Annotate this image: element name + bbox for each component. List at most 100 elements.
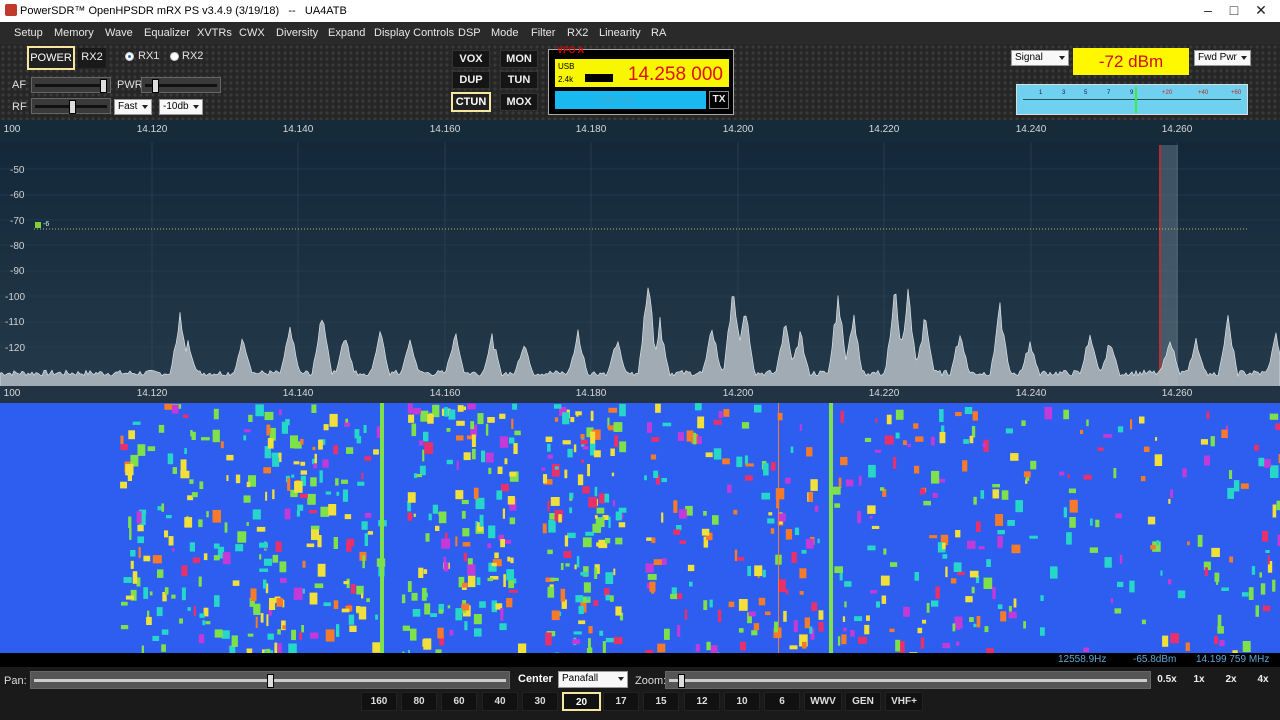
mon-button[interactable]: MON [500,50,538,68]
band-wwv-button[interactable]: WWV [804,692,842,711]
band-60-button[interactable]: 60 [441,692,477,711]
band-40-button[interactable]: 40 [482,692,518,711]
band-10-button[interactable]: 10 [724,692,760,711]
menu-bar: Setup Memory Wave Equalizer XVTRs CWX Di… [0,22,1280,44]
mox-button[interactable]: MOX [500,93,538,111]
freq-label: 100 [3,388,21,399]
power-button[interactable]: POWER [27,46,75,70]
tx-meter-select[interactable]: Fwd Pwr [1194,50,1251,66]
meter-tick: +40 [1198,90,1209,96]
pwr-slider[interactable] [141,77,221,93]
rf-slider[interactable] [31,98,111,114]
cursor-frequency: 14.199 759 MHz [1196,654,1270,665]
menu-wave[interactable]: Wave [105,27,133,39]
meter-tick: +20 [1162,90,1173,96]
agc-select[interactable]: Fast [114,99,152,115]
db-label: -70 [10,216,25,227]
band-20-button[interactable]: 20 [562,692,601,711]
menu-xvtrs[interactable]: XVTRs [197,27,232,39]
ctun-button[interactable]: CTUN [451,92,491,112]
panadapter-spectrum[interactable]: -6 -50 -60 -70 -80 -90 -100 -110 -120 [0,142,1280,388]
freq-label: 14.160 [429,388,461,399]
band-17-button[interactable]: 17 [603,692,639,711]
meter-needle [1135,87,1137,113]
minimize-button[interactable]: – [1204,2,1212,18]
signal-dbm-readout: -72 dBm [1073,48,1189,75]
menu-display-controls[interactable]: Display Controls [374,27,455,39]
pan-slider[interactable] [30,671,510,689]
vfo-a-panel[interactable]: USB 2.4k 14.258 000 [555,59,729,87]
tun-button[interactable]: TUN [500,71,538,89]
af-slider[interactable] [31,77,111,93]
close-button[interactable]: ✕ [1255,2,1267,18]
attenuator-select[interactable]: -10db [159,99,203,115]
vfo-mode: USB [558,62,575,71]
meter-tick: 7 [1107,90,1111,96]
frequency-scale-top: 100 14.120 14.140 14.160 14.180 14.200 1… [0,120,1280,142]
zoom-4x-button[interactable]: 4x [1257,674,1269,685]
zoom-1x-button[interactable]: 1x [1193,674,1205,685]
dup-button[interactable]: DUP [452,71,490,89]
menu-cwx[interactable]: CWX [239,27,265,39]
vfo-signal-bar [585,74,613,82]
af-label: AF [12,79,27,91]
freq-label: 14.200 [722,388,754,399]
freq-label: 14.200 [722,124,754,135]
band-12-button[interactable]: 12 [684,692,720,711]
band-gen-button[interactable]: GEN [845,692,881,711]
menu-linearity[interactable]: Linearity [599,27,641,39]
db-label: -60 [10,190,25,201]
band-160-button[interactable]: 160 [361,692,397,711]
menu-dsp[interactable]: DSP [458,27,481,39]
s-meter: 1 3 5 7 9 +20 +40 +60 [1016,84,1248,115]
pwr-label: PWR [117,79,143,91]
zoom-label: Zoom: [635,675,667,687]
reference-marker-label: -6 [43,221,49,228]
attenuator-value: -10db [163,101,189,112]
menu-rx2[interactable]: RX2 [567,27,589,39]
maximize-button[interactable]: □ [1229,2,1239,18]
bottom-panel: Pan: Center Panafall Zoom: 0.5x 1x 2x 4x… [0,667,1280,720]
cursor-level: -65.8dBm [1133,654,1177,665]
menu-expand[interactable]: Expand [328,27,366,39]
band-30-button[interactable]: 30 [522,692,558,711]
freq-label: 14.120 [136,388,168,399]
menu-mode[interactable]: Mode [491,27,519,39]
menu-memory[interactable]: Memory [54,27,94,39]
zoom-slider[interactable] [665,671,1151,689]
db-label: -110 [5,317,25,328]
menu-setup[interactable]: Setup [14,27,43,39]
meter-mode-select[interactable]: Signal [1011,50,1069,66]
menu-ra[interactable]: RA [651,27,667,39]
band-15-button[interactable]: 15 [643,692,679,711]
freq-label: 14.240 [1015,388,1047,399]
vfo-a-frequency[interactable]: 14.258 000 [627,64,723,85]
menu-filter[interactable]: Filter [531,27,556,39]
vfo-a-label: VFO A [557,45,585,55]
rx2-radio[interactable] [170,52,179,61]
freq-label: 14.120 [136,124,168,135]
band-80-button[interactable]: 80 [401,692,437,711]
waterfall-display[interactable] [0,403,1280,653]
meter-mode-value: Signal [1015,52,1043,63]
app-icon [5,4,17,16]
vfo-b-panel[interactable]: 3.000 000 [555,91,706,109]
freq-label: 14.220 [868,388,900,399]
spectrum-trace [0,287,1280,388]
vox-button[interactable]: VOX [452,50,490,68]
meter-tick: +60 [1231,90,1242,96]
menu-diversity[interactable]: Diversity [276,27,319,39]
rx2-button[interactable]: RX2 [78,48,106,68]
rx1-radio[interactable] [125,52,134,61]
band-6-button[interactable]: 6 [764,692,800,711]
zoom-0-5x-button[interactable]: 0.5x [1157,674,1177,685]
menu-equalizer[interactable]: Equalizer [144,27,190,39]
freq-label: 14.160 [429,124,461,135]
tx-indicator[interactable]: TX [709,91,729,109]
display-mode-select[interactable]: Panafall [558,671,628,688]
band-vhf-button[interactable]: VHF+ [885,692,923,711]
vfo-display: VFO A USB 2.4k 14.258 000 3.000 000 TX [548,45,734,115]
zoom-2x-button[interactable]: 2x [1225,674,1237,685]
cursor-offset: 12558.9Hz [1058,654,1107,665]
center-button[interactable]: Center [518,673,553,685]
